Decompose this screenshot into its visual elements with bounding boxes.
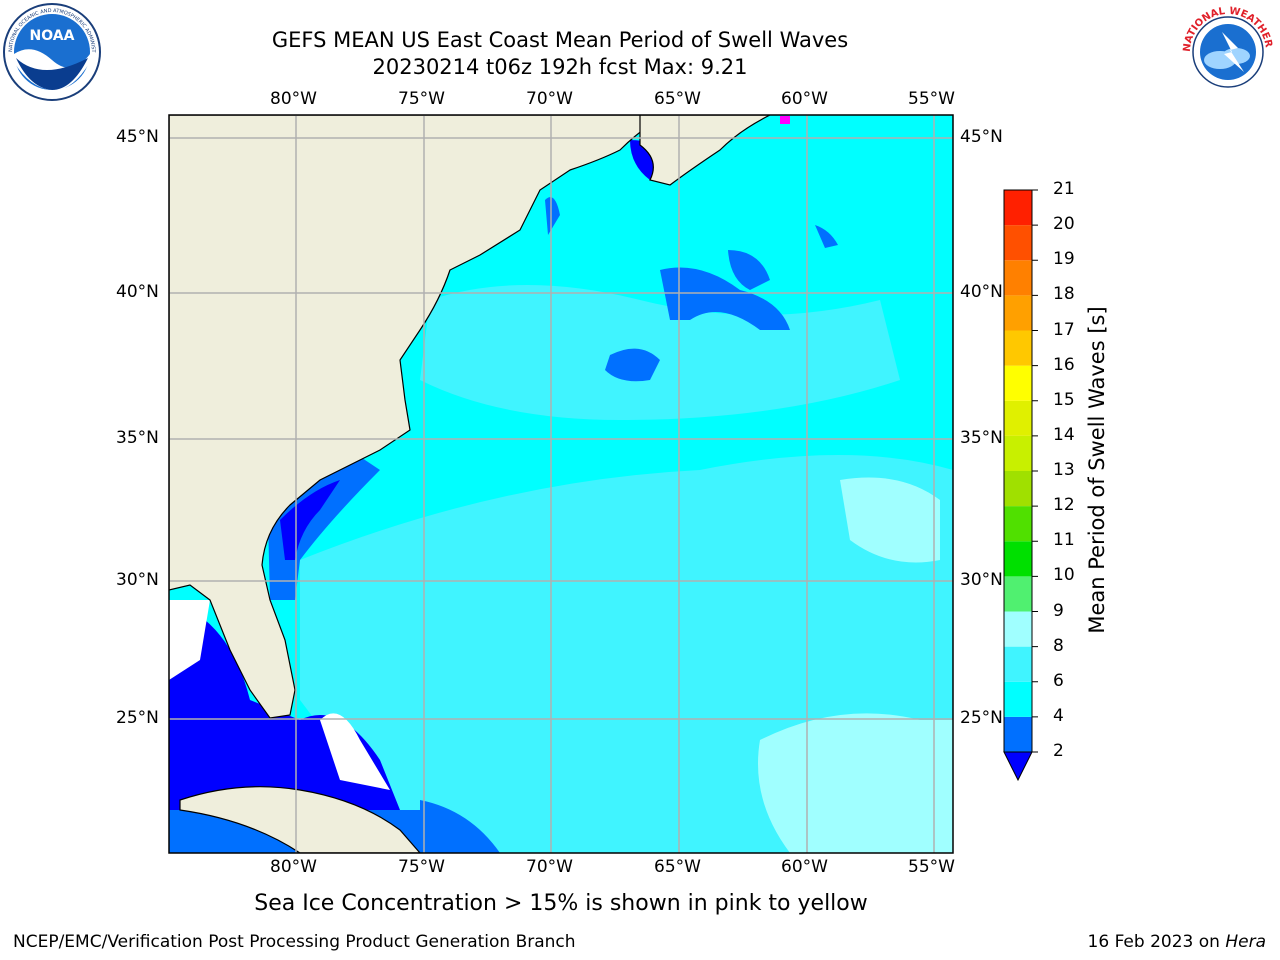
colorbar-segment <box>1004 576 1032 612</box>
field-2-4-hispaniola <box>420 800 500 853</box>
field-2-4-c <box>605 348 660 382</box>
footer-branch: NCEP/EMC/Verification Post Processing Pr… <box>13 932 576 952</box>
lon-tick-bottom: 75°W <box>398 857 445 877</box>
lon-tick-top: 80°W <box>270 89 317 109</box>
field-2-4-b <box>728 250 770 290</box>
colorbar-tick-label: 2 <box>1053 741 1064 761</box>
lon-tick-top: 70°W <box>526 89 573 109</box>
colorbar-segment <box>1004 400 1032 436</box>
colorbar-tick-label: 17 <box>1053 319 1075 340</box>
noaa-logo-text: NOAA <box>30 28 75 44</box>
colorbar-segment <box>1004 541 1032 577</box>
field-2-4-a <box>660 267 790 330</box>
colorbar-tick-label: 15 <box>1053 389 1075 410</box>
colorbar-tick-label: 8 <box>1053 635 1064 656</box>
field-0-2-georgia <box>280 480 340 560</box>
lat-tick-left: 30°N <box>116 570 159 590</box>
colorbar-tick-label: 13 <box>1053 460 1075 480</box>
colorbar-segment <box>1004 435 1032 471</box>
colorbar-tick-label: 6 <box>1053 670 1064 691</box>
colorbar-tick-label: 10 <box>1053 565 1075 586</box>
colorbar-tick-label: 18 <box>1053 284 1075 305</box>
field-missing-bahamas <box>320 713 390 790</box>
field-missing-gulf <box>169 600 210 680</box>
colorbar-segment <box>1004 716 1032 752</box>
colorbar-segment <box>1004 471 1032 507</box>
map-frame <box>168 114 954 854</box>
colorbar-tick-label: 4 <box>1053 705 1064 726</box>
lon-tick-top: 55°W <box>908 89 955 109</box>
map-title: GEFS MEAN US East Coast Mean Period of S… <box>271 28 849 52</box>
colorbar-tick-label: 14 <box>1053 424 1075 445</box>
lat-tick-right: 40°N <box>960 282 1003 302</box>
lat-tick-left: 25°N <box>116 708 159 728</box>
sea-ice-note: Sea Ice Concentration > 15% is shown in … <box>254 891 868 916</box>
lon-tick-top: 75°W <box>398 89 445 109</box>
cuba-land <box>179 786 421 853</box>
map-subtitle: 20230214 t06z 192h fcst Max: 9.21 <box>372 55 748 79</box>
colorbar-under-arrow <box>1003 751 1033 782</box>
lon-tick-top: 65°W <box>654 89 701 109</box>
colorbar-segment <box>1004 225 1032 261</box>
colorbar-tick-label: 12 <box>1053 495 1075 516</box>
nws-logo: NATIONAL WEATHER SERVICE <box>1178 2 1275 99</box>
sea-ice-patch <box>780 116 790 124</box>
field-8-9-east <box>840 477 940 563</box>
lat-tick-right: 35°N <box>960 428 1003 448</box>
colorbar-tick-label: 16 <box>1053 354 1075 375</box>
lon-tick-bottom: 65°W <box>654 857 701 877</box>
colorbar-label: Mean Period of Swell Waves [s] <box>1085 306 1109 634</box>
lat-tick-left: 40°N <box>116 282 159 302</box>
colorbar-segment <box>1004 190 1032 226</box>
footer-date: 16 Feb 2023 on Hera <box>1088 932 1266 952</box>
footer-machine: Hera <box>1225 932 1266 952</box>
colorbar-tick-label: 21 <box>1053 179 1075 199</box>
colorbar-segment <box>1004 681 1032 717</box>
colorbar-segment <box>1004 506 1032 542</box>
field-2-4-e <box>545 197 560 235</box>
colorbar-tick-label: 19 <box>1053 249 1075 270</box>
lat-tick-right: 25°N <box>960 708 1003 728</box>
colorbar-segment <box>1004 365 1032 401</box>
lat-tick-left: 35°N <box>116 428 159 448</box>
lat-tick-right: 45°N <box>960 127 1003 147</box>
lon-tick-bottom: 80°W <box>270 857 317 877</box>
colorbar-segment <box>1004 646 1032 682</box>
lon-tick-bottom: 70°W <box>526 857 573 877</box>
colorbar-segment <box>1004 295 1032 331</box>
field-2-4-d <box>815 225 838 248</box>
footer-date-text: 16 Feb 2023 on <box>1087 932 1226 952</box>
colorbar-tick-label: 11 <box>1053 530 1075 551</box>
colorbar-tick-label: 20 <box>1053 214 1075 235</box>
colorbar-segment <box>1004 260 1032 296</box>
colorbar-segment <box>1004 330 1032 366</box>
nova-scotia-land <box>639 115 771 186</box>
lon-tick-bottom: 60°W <box>781 857 828 877</box>
lon-tick-top: 60°W <box>781 89 828 109</box>
north-america-land <box>169 115 667 719</box>
noaa-logo: NOAA NATIONAL OCEANIC AND ATMOSPHERIC AD… <box>2 2 101 101</box>
lon-tick-bottom: 55°W <box>908 857 955 877</box>
lat-tick-left: 45°N <box>116 127 159 147</box>
graticule <box>169 115 953 853</box>
colorbar-tick-label: 9 <box>1053 600 1064 621</box>
lat-tick-right: 30°N <box>960 570 1003 590</box>
colorbar-segment <box>1004 611 1032 647</box>
